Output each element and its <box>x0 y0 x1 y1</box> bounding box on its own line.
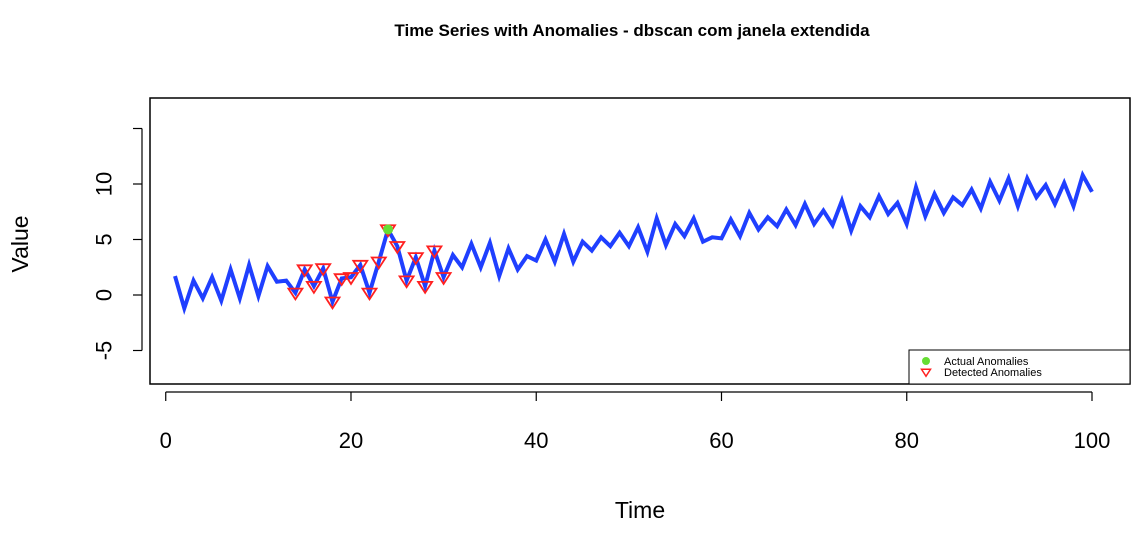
y-axis-label: Value <box>7 215 33 272</box>
detected-anomaly-marker <box>370 256 388 270</box>
detected-anomaly-marker <box>360 287 379 302</box>
y-tick-label: -5 <box>92 341 117 361</box>
x-tick-label: 0 <box>160 428 172 453</box>
detected-anomaly-marker <box>333 273 351 287</box>
detected-anomaly-marker <box>314 263 332 277</box>
detected-anomaly-marker <box>416 280 434 295</box>
y-tick-label: 5 <box>92 233 117 245</box>
x-axis-label: Time <box>615 497 665 523</box>
actual-anomaly-marker <box>383 224 394 235</box>
detected-anomalies-layer <box>286 224 453 310</box>
detected-anomaly-marker <box>323 296 342 310</box>
detected-anomaly-marker <box>434 272 453 286</box>
y-tick-label: 10 <box>92 172 117 196</box>
legend-label: Detected Anomalies <box>944 367 1042 379</box>
x-tick-label: 100 <box>1074 428 1111 453</box>
legend-label: Actual Anomalies <box>944 356 1029 368</box>
legend-detected-marker <box>920 368 932 378</box>
detected-anomaly-marker <box>342 272 360 286</box>
detected-anomaly-marker <box>286 287 305 302</box>
x-tick-label: 20 <box>339 428 363 453</box>
detected-anomaly-marker <box>425 245 444 259</box>
x-tick-label: 80 <box>895 428 919 453</box>
x-tick-label: 40 <box>524 428 548 453</box>
detected-anomaly-marker <box>388 241 406 255</box>
plot-area-border <box>149 97 1131 385</box>
actual-anomalies-layer <box>383 224 394 235</box>
legend-actual-marker <box>922 357 930 365</box>
legend-box <box>908 349 1131 385</box>
series-line <box>173 169 1094 316</box>
detected-anomaly-marker <box>305 280 323 295</box>
y-axis: -5 0 5 10 <box>92 127 143 361</box>
series-layer <box>173 169 1094 316</box>
chart-title: Time Series with Anomalies - dbscan com … <box>394 21 870 40</box>
x-tick-label: 60 <box>709 428 733 453</box>
detected-anomaly-marker <box>407 252 425 266</box>
detected-anomaly-marker <box>296 264 314 278</box>
x-axis: 0 20 40 60 80 100 <box>160 391 1111 453</box>
y-tick-label: 0 <box>92 289 117 301</box>
detected-anomaly-marker <box>351 259 369 274</box>
detected-anomaly-marker <box>397 275 416 289</box>
